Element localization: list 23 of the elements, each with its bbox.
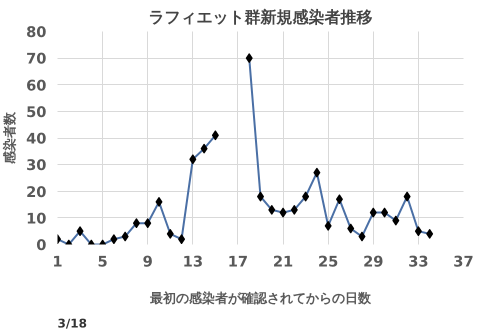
y-tick-label: 50 — [26, 104, 47, 121]
x-tick-label: 17 — [228, 254, 248, 270]
y-tick-label: 70 — [26, 50, 47, 68]
x-tick-label: 5 — [98, 254, 108, 270]
x-tick-label: 9 — [142, 254, 153, 270]
y-tick-label: 60 — [26, 77, 47, 94]
x-axis-title: 最初の感染者が確認されてからの日数 — [149, 290, 372, 306]
chart-title: ラフィエット群新規感染者推移 — [148, 8, 372, 26]
y-tick-label: 0 — [36, 237, 47, 254]
text: 3/18 — [58, 316, 87, 330]
x-tick-label: 21 — [272, 254, 294, 270]
y-tick-label: 80 — [26, 24, 47, 41]
x-tick-label: 33 — [408, 254, 429, 270]
x-tick-label: 25 — [318, 254, 338, 270]
y-axis-title: 感染者数 — [2, 111, 18, 165]
x-tick-label: 37 — [453, 254, 474, 270]
y-tick-label: 40 — [26, 130, 47, 148]
y-tick-label: 10 — [26, 210, 47, 228]
x-tick-label: 13 — [182, 254, 204, 270]
y-tick-label: 20 — [26, 184, 47, 201]
y-tick-label: 30 — [26, 157, 47, 174]
x-tick-label: 29 — [363, 254, 384, 270]
x-tick-label: 1 — [52, 254, 63, 270]
